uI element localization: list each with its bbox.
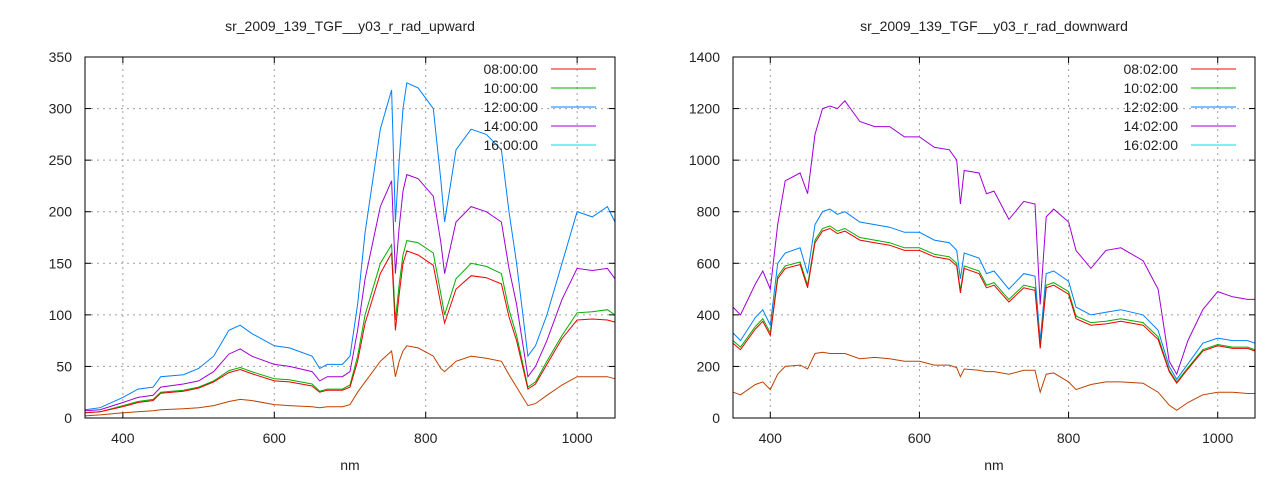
x-tick-label: 1000 — [1202, 430, 1233, 446]
legend-label: 14:02:00 — [1124, 118, 1179, 134]
x-tick-label: 400 — [111, 430, 135, 446]
legend-label: 16:02:00 — [1124, 137, 1179, 153]
y-tick-label: 250 — [49, 152, 73, 168]
series-line-160200 — [732, 351, 1255, 411]
plot-frame — [732, 56, 1256, 419]
y-tick-label: 0 — [712, 410, 720, 426]
y-tick-label: 350 — [49, 49, 73, 65]
x-tick-label: 600 — [263, 430, 287, 446]
legend-label: 10:00:00 — [484, 80, 539, 96]
y-tick-label: 200 — [49, 204, 73, 220]
legend-label: 12:00:00 — [484, 99, 539, 115]
legend-label: 14:00:00 — [484, 118, 539, 134]
y-tick-label: 1200 — [689, 101, 720, 117]
y-tick-label: 150 — [49, 255, 73, 271]
series-line-160000 — [84, 345, 616, 417]
y-tick-label: 1400 — [689, 49, 720, 65]
legend-label: 08:00:00 — [484, 61, 539, 77]
series-line-080000 — [84, 250, 616, 414]
y-tick-label: 600 — [697, 255, 721, 271]
x-axis-label: nm — [340, 457, 359, 473]
y-tick-label: 400 — [697, 307, 721, 323]
x-tick-label: 800 — [414, 430, 438, 446]
y-tick-label: 100 — [49, 307, 73, 323]
legend-label: 08:02:00 — [1124, 61, 1179, 77]
series-line-140000 — [84, 173, 616, 412]
series-line-100000 — [84, 240, 616, 414]
series-line-140200 — [732, 100, 1255, 376]
series-line-120200 — [732, 208, 1256, 381]
y-tick-label: 0 — [64, 410, 72, 426]
x-tick-label: 1000 — [562, 430, 593, 446]
x-tick-label: 400 — [759, 430, 783, 446]
y-tick-label: 300 — [49, 101, 73, 117]
y-tick-label: 50 — [56, 358, 72, 374]
y-tick-label: 200 — [697, 358, 721, 374]
legend-label: 12:02:00 — [1124, 99, 1179, 115]
plot-frame — [84, 56, 616, 419]
x-axis-label: nm — [984, 457, 1003, 473]
series-line-080200 — [732, 227, 1256, 385]
series-line-100200 — [732, 225, 1256, 383]
y-tick-label: 800 — [697, 204, 721, 220]
x-tick-label: 600 — [908, 430, 932, 446]
y-tick-label: 1000 — [689, 152, 720, 168]
chart-title: sr_2009_139_TGF__y03_r_rad_upward — [225, 18, 475, 34]
chart-title: sr_2009_139_TGF__y03_r_rad_downward — [860, 18, 1128, 34]
x-tick-label: 800 — [1057, 430, 1081, 446]
series-line-120000 — [84, 82, 616, 411]
legend-label: 16:00:00 — [484, 137, 539, 153]
legend-label: 10:02:00 — [1124, 80, 1179, 96]
